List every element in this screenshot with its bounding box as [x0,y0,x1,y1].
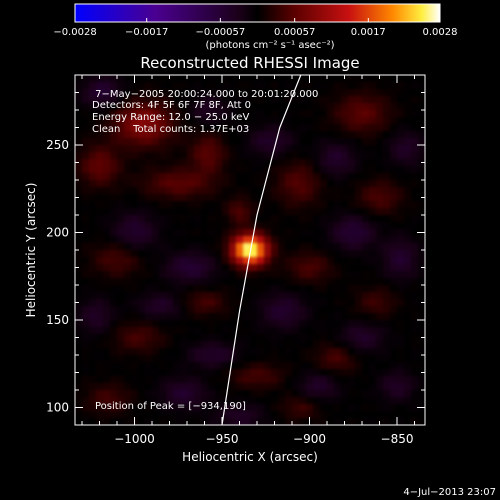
annotation-clean-counts: Clean Total counts: 1.37E+03 [92,124,249,135]
y-tick-label: 100 [46,401,69,415]
colorbar-tick-label: −0.0017 [125,27,168,38]
x-tick-label: −950 [206,432,239,446]
plot-area: −1000 −950 −900 −850 100 150 200 250 [46,74,426,446]
colorbar-frame [74,3,441,23]
annotation-detectors: Detectors: 4F 5F 6F 7F 8F, Att 0 [92,100,251,111]
colorbar-gradient [75,4,440,22]
colorbar: −0.0028 −0.0017 −0.00057 0.00057 0.0017 0.002… [53,3,458,51]
x-axis-label: Heliocentric X (arcsec) [182,450,318,464]
y-tick-label: 150 [46,313,69,327]
peak-position-label: Position of Peak = [−934,190] [95,401,246,412]
observation-info: 7−May−2005 20:00:24.000 to 20:01:20.000 … [92,89,318,135]
y-tick-label: 200 [46,226,69,240]
heatmap-image [75,75,425,425]
colorbar-tick-label: 0.0017 [351,27,386,38]
y-tick-label: 250 [46,138,69,152]
colorbar-tick-label: −0.0028 [53,27,96,38]
colorbar-tick-label: 0.00057 [274,27,315,38]
colorbar-tick-label: −0.00057 [195,27,245,38]
footer-timestamp: 4−Jul−2013 23:07 [403,487,496,498]
solar-limb-line [221,75,302,425]
y-axis-label: Heliocentric Y (arcsec) [24,183,38,318]
annotation-energy-range: Energy Range: 12.0 − 25.0 keV [92,112,249,123]
x-tick-label: −850 [381,432,414,446]
axis-ticks: −1000 −950 −900 −850 100 150 200 250 [46,74,425,446]
chart-title: Reconstructed RHESSI Image [140,54,359,72]
colorbar-tick-label: 0.0028 [423,27,458,38]
colorbar-unit-label: (photons cm⁻² s⁻¹ asec⁻²) [205,40,334,51]
x-tick-label: −900 [293,432,326,446]
annotation-time-range: 7−May−2005 20:00:24.000 to 20:01:20.000 [92,89,318,100]
x-tick-label: −1000 [114,432,155,446]
